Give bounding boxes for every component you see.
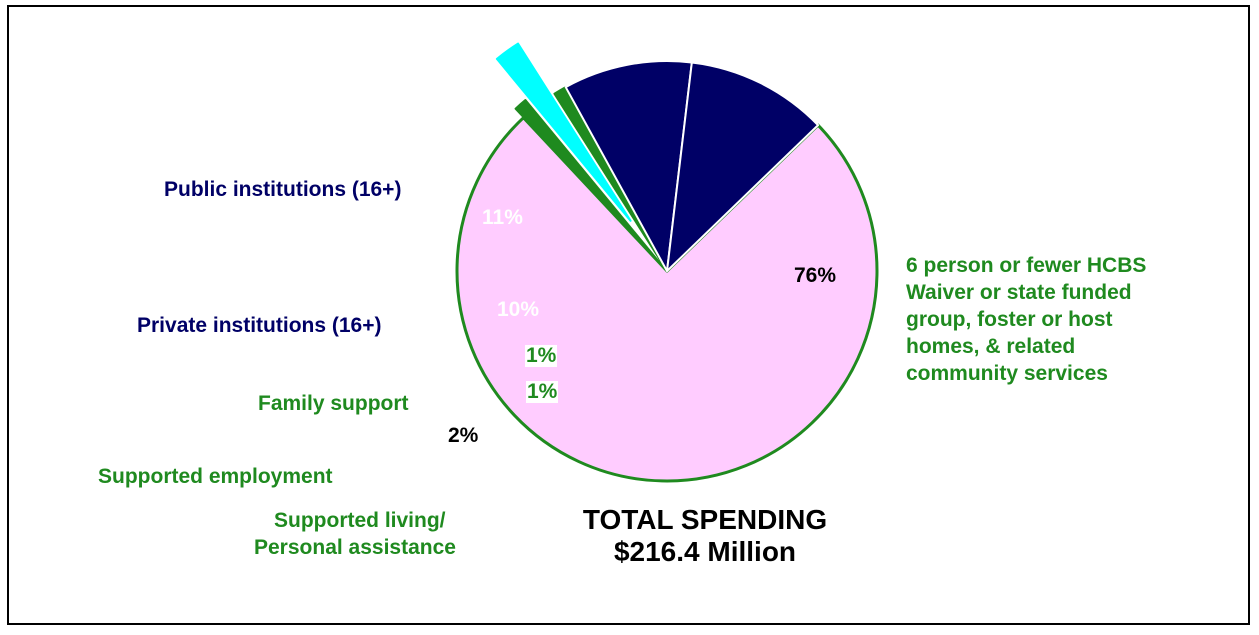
slice-public-institutions [666,61,820,272]
label-community-line3: group, foster or host [906,308,1113,331]
label-family-support: Family support [258,392,409,415]
label-community-line2: Waiver or state funded [906,281,1132,304]
chart-frame [7,5,1250,625]
slice-supported-employment [495,42,632,222]
label-community-line4: homes, & related [906,335,1076,358]
pct-supported-living: 1% [526,380,559,403]
label-community-services: 6 person or fewer HCBS Waiver or state f… [906,252,1146,387]
label-supported-living-line1: Supported living/ [274,509,446,532]
label-community-line1: 6 person or fewer HCBS [906,254,1147,277]
pct-family-support: 1% [525,344,558,367]
label-private-institutions: Private institutions (16+) [137,314,382,337]
total-spending-value: $216.4 Million [613,536,797,567]
label-community-line5: community services [906,362,1108,385]
slice-community-services [455,116,879,483]
label-supported-living-line2: Personal assistance [254,536,456,559]
label-supported-employment: Supported employment [98,465,333,488]
pct-supported-employment: 2% [448,424,479,448]
slice-private-institutions [564,60,693,272]
slice-supported-living [514,99,661,263]
total-spending-title: TOTAL SPENDING [582,504,828,535]
total-spending: TOTAL SPENDING $216.4 Million [560,504,850,568]
pct-public: 11% [482,206,523,229]
pct-community: 76% [794,264,837,287]
pct-private: 10% [497,298,540,321]
label-public-institutions: Public institutions (16+) [164,178,402,201]
